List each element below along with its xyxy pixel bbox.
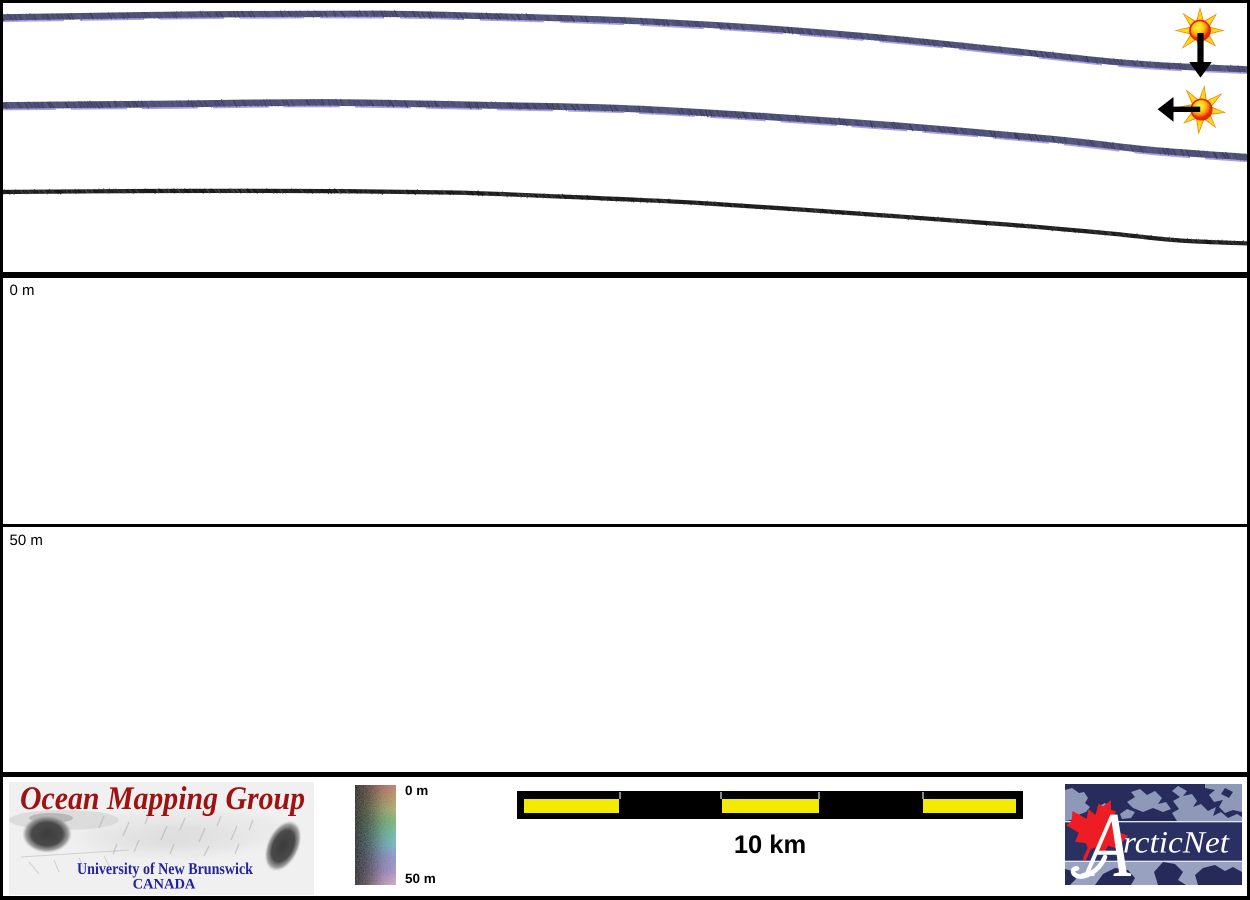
svg-text:Ocean Mapping Group: Ocean Mapping Group bbox=[20, 782, 305, 817]
svg-text:CANADA: CANADA bbox=[133, 877, 196, 893]
svg-text:rcticNet: rcticNet bbox=[1123, 825, 1230, 860]
svg-text:University of New Brunswick: University of New Brunswick bbox=[77, 859, 254, 878]
svg-text:A: A bbox=[1080, 794, 1132, 885]
